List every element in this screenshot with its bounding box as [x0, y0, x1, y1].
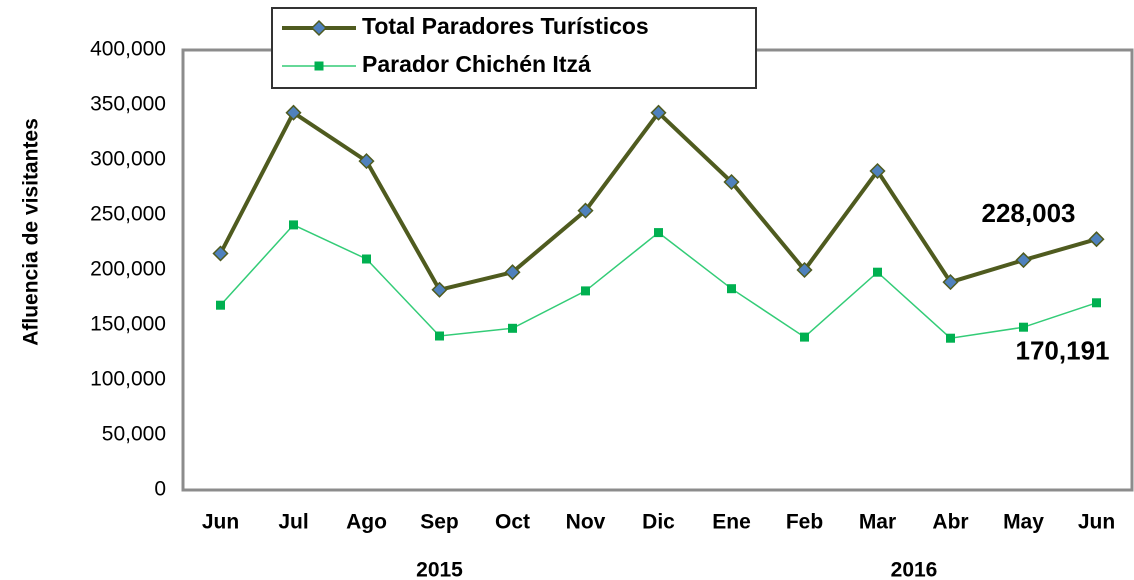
y-tick-label: 350,000 — [90, 93, 166, 116]
x-tick-label: Ago — [346, 511, 387, 534]
point — [435, 331, 444, 341]
point — [285, 104, 302, 121]
data-label: 228,003 — [982, 198, 1076, 228]
point — [358, 153, 375, 170]
x-tick-label: Jun — [202, 511, 239, 534]
point — [650, 104, 667, 121]
x-tick-label: Oct — [495, 511, 530, 534]
point — [654, 228, 663, 238]
x-tick-label: Jun — [1078, 511, 1115, 534]
point — [1019, 322, 1028, 332]
point — [216, 300, 225, 310]
point — [362, 254, 371, 264]
x-tick-label: Feb — [786, 511, 823, 534]
y-tick-label: 50,000 — [102, 423, 166, 446]
point — [1092, 298, 1101, 308]
point — [504, 264, 521, 281]
x-tick-label: Ene — [712, 511, 751, 534]
point — [796, 261, 813, 279]
point — [946, 333, 955, 343]
legend-label: Total Paradores Turísticos — [362, 13, 649, 39]
x-tick-label: Sep — [420, 511, 459, 534]
point — [723, 173, 740, 191]
x-tick-label: Mar — [859, 511, 896, 534]
point — [1015, 252, 1032, 269]
point — [942, 274, 959, 291]
legend-box — [271, 7, 757, 89]
y-tick-label: 200,000 — [90, 258, 166, 281]
x-group-label: 2015 — [416, 559, 463, 580]
y-tick-label: 0 — [154, 478, 166, 501]
legend-label: Parador Chichén Itzá — [362, 51, 591, 77]
x-group-label: 2016 — [891, 559, 938, 580]
series-line — [218, 109, 1098, 293]
point — [873, 267, 882, 277]
point — [431, 281, 448, 298]
point — [727, 284, 736, 294]
point — [289, 220, 298, 230]
y-tick-label: 400,000 — [90, 38, 166, 61]
legend-marker — [314, 61, 324, 71]
legend-marker — [310, 19, 328, 37]
x-tick-label: Nov — [566, 511, 606, 534]
point — [800, 332, 809, 342]
x-tick-label: Jul — [278, 511, 308, 534]
point — [577, 202, 594, 219]
y-tick-label: 100,000 — [90, 368, 166, 391]
point — [581, 286, 590, 296]
series-line — [219, 223, 1097, 339]
point — [869, 162, 886, 180]
x-tick-label: Abr — [932, 511, 968, 534]
y-tick-label: 250,000 — [90, 203, 166, 226]
x-tick-label: Dic — [642, 511, 675, 534]
point — [212, 245, 229, 262]
y-axis-title: Afluencia de visitantes — [20, 118, 43, 346]
y-tick-label: 150,000 — [90, 313, 166, 336]
y-tick-label: 300,000 — [90, 148, 166, 171]
point — [1088, 231, 1105, 248]
point — [508, 323, 517, 333]
x-tick-label: May — [1003, 511, 1044, 534]
data-label: 170,191 — [1016, 336, 1110, 366]
